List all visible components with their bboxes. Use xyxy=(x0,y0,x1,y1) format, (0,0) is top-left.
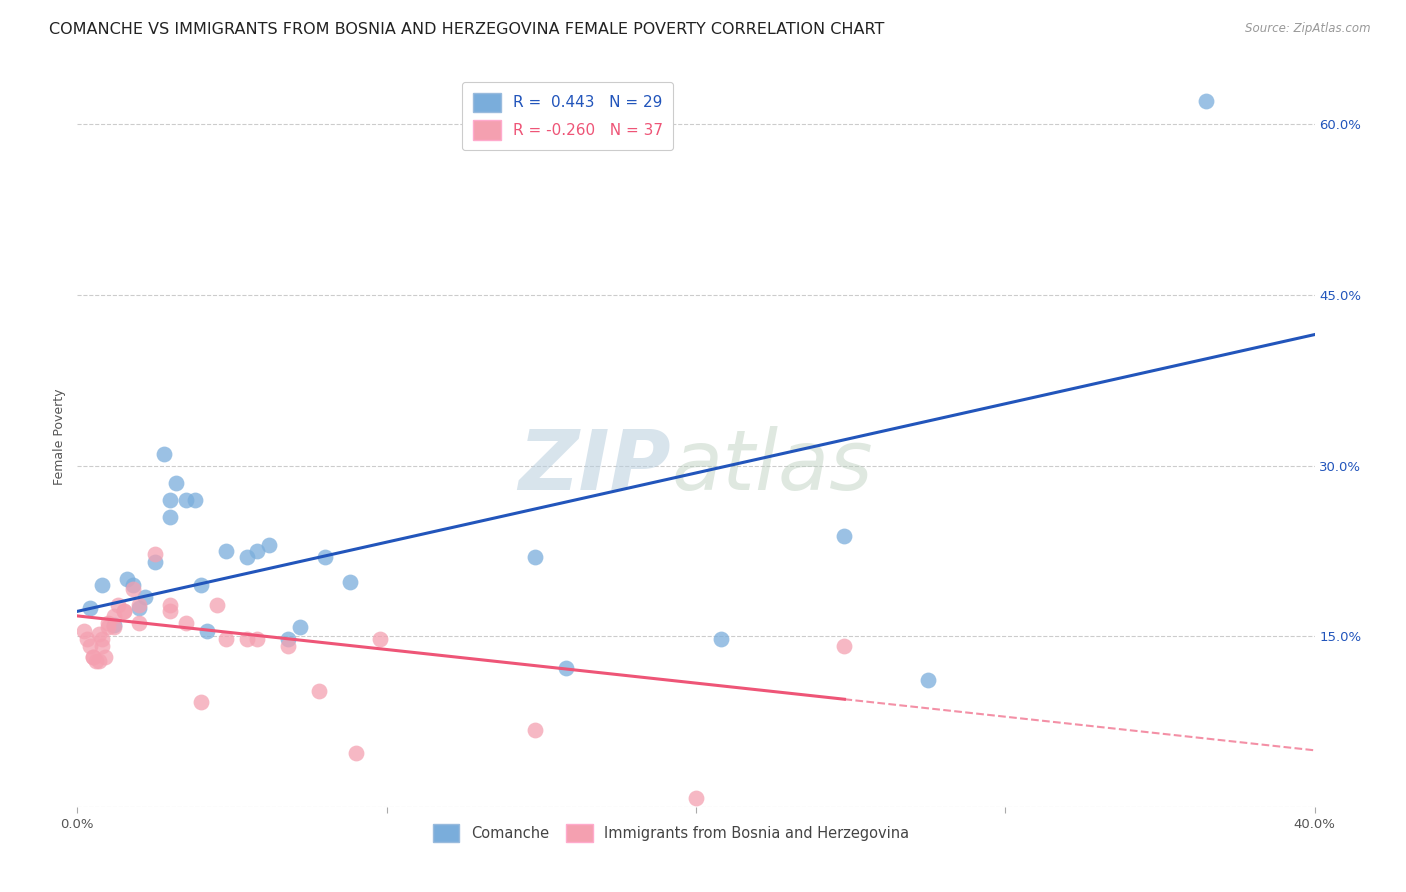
Point xyxy=(159,598,181,612)
Y-axis label: Female Poverty: Female Poverty xyxy=(52,389,66,485)
Point xyxy=(165,475,187,490)
Point xyxy=(1195,94,1218,108)
Point xyxy=(91,578,114,592)
Point xyxy=(79,601,101,615)
Point xyxy=(103,620,125,634)
Point xyxy=(277,632,299,646)
Point xyxy=(79,639,101,653)
Point xyxy=(917,673,939,687)
Text: atlas: atlas xyxy=(671,426,873,508)
Point xyxy=(524,723,547,737)
Point xyxy=(84,655,107,669)
Point xyxy=(524,549,547,564)
Point xyxy=(103,618,125,632)
Point xyxy=(87,627,110,641)
Text: ZIP: ZIP xyxy=(519,426,671,508)
Point xyxy=(143,548,166,562)
Point xyxy=(215,544,238,558)
Point xyxy=(134,590,156,604)
Point xyxy=(339,574,361,589)
Point xyxy=(190,696,212,710)
Point xyxy=(834,529,856,543)
Point xyxy=(91,632,114,646)
Point xyxy=(159,509,181,524)
Point xyxy=(215,632,238,646)
Point xyxy=(91,639,114,653)
Point xyxy=(159,492,181,507)
Point xyxy=(128,601,150,615)
Legend: Comanche, Immigrants from Bosnia and Herzegovina: Comanche, Immigrants from Bosnia and Her… xyxy=(427,818,915,848)
Point xyxy=(107,598,129,612)
Point xyxy=(205,598,228,612)
Text: COMANCHE VS IMMIGRANTS FROM BOSNIA AND HERZEGOVINA FEMALE POVERTY CORRELATION CH: COMANCHE VS IMMIGRANTS FROM BOSNIA AND H… xyxy=(49,22,884,37)
Point xyxy=(72,624,94,638)
Point xyxy=(344,746,367,760)
Point xyxy=(128,598,150,612)
Point xyxy=(308,684,330,698)
Point xyxy=(112,604,135,618)
Text: Source: ZipAtlas.com: Source: ZipAtlas.com xyxy=(1246,22,1371,36)
Point xyxy=(277,639,299,653)
Point xyxy=(236,549,259,564)
Point xyxy=(246,632,269,646)
Point xyxy=(143,555,166,569)
Point xyxy=(710,632,733,646)
Point xyxy=(236,632,259,646)
Point xyxy=(174,492,197,507)
Point xyxy=(112,604,135,618)
Point xyxy=(184,492,207,507)
Point xyxy=(153,447,176,461)
Point xyxy=(685,791,707,805)
Point xyxy=(174,615,197,630)
Point xyxy=(115,573,138,587)
Point xyxy=(97,615,120,630)
Point xyxy=(370,632,392,646)
Point xyxy=(87,655,110,669)
Point xyxy=(834,639,856,653)
Point xyxy=(76,632,98,646)
Point xyxy=(257,538,280,552)
Point xyxy=(195,624,218,638)
Point xyxy=(246,544,269,558)
Point xyxy=(122,578,145,592)
Point xyxy=(190,578,212,592)
Point xyxy=(94,649,117,664)
Point xyxy=(82,649,104,664)
Point xyxy=(82,649,104,664)
Point xyxy=(555,661,578,675)
Point xyxy=(128,615,150,630)
Point xyxy=(159,604,181,618)
Point xyxy=(103,608,125,623)
Point xyxy=(97,620,120,634)
Point xyxy=(314,549,336,564)
Point xyxy=(122,582,145,596)
Point xyxy=(288,620,311,634)
